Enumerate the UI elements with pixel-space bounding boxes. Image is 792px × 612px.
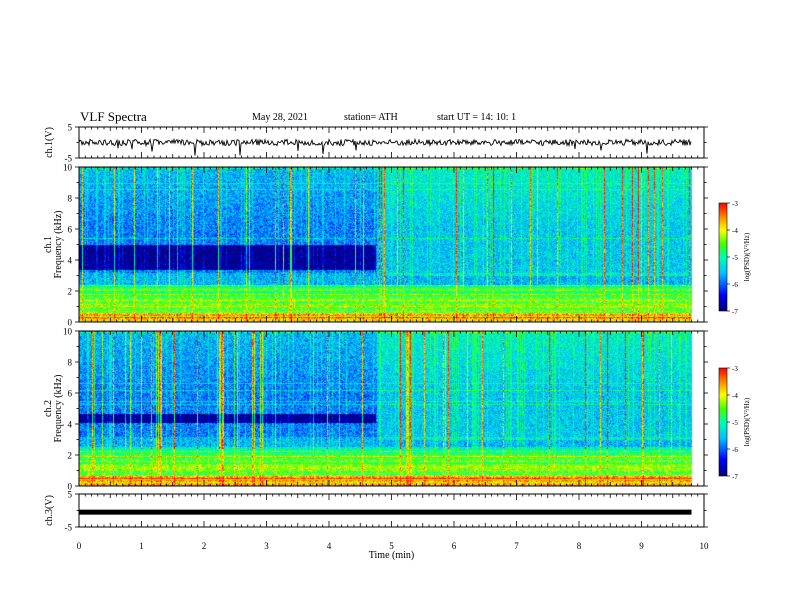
ch2-spectrogram-channel-label: ch.2 (43, 400, 54, 417)
x-tick-label: 3 (264, 541, 269, 551)
ch1-spectrogram-colorbar-tick-label: -5 (732, 254, 738, 262)
ch2-spectrogram-colorbar-tick-label: -7 (732, 473, 738, 481)
ch1-spectrogram-ytick-label: 0 (68, 318, 73, 328)
ch2-spectrogram-ytick-label: 8 (68, 358, 73, 368)
ch1-spectrogram-colorbar-tick-label: -3 (732, 200, 738, 208)
ch1-spectrogram-colorbar-tick-label: -4 (732, 227, 738, 235)
x-tick-label: 7 (514, 541, 519, 551)
ch1-spectrogram-ytick-label: 6 (68, 225, 73, 235)
ch1-waveform-ytick-label: 5 (68, 123, 73, 133)
x-tick-label: 1 (139, 541, 144, 551)
x-tick-label: 6 (452, 541, 457, 551)
ch1-spectrogram-image (79, 167, 704, 322)
x-tick-label: 2 (202, 541, 207, 551)
ch1-spectrogram-colorbar-tick-label: -6 (732, 281, 738, 289)
date-label: May 28, 2021 (252, 112, 308, 123)
ch2-spectrogram-image (79, 331, 704, 486)
ch2-spectrogram-ytick-label: 4 (68, 420, 73, 430)
station-label: station= ATH (344, 112, 398, 123)
figure-title: VLF Spectra (80, 109, 147, 124)
ch2-spectrogram-colorbar-label: log(PSD)(V²/Hz) (743, 397, 751, 446)
ch1-spectrogram-ytick-label: 8 (68, 194, 73, 204)
ch2-spectrogram-colorbar-tick-label: -6 (732, 446, 738, 454)
x-axis-label: Time (min) (369, 550, 414, 561)
ch2-spectrogram-colorbar-tick-label: -3 (732, 365, 738, 373)
ch2-spectrogram-colorbar-tick-label: -5 (732, 419, 738, 427)
ch1-spectrogram-channel-label: ch.1 (43, 236, 54, 253)
ch3-waveform-trace (79, 509, 692, 515)
ch2-spectrogram-ytick-label: 10 (63, 327, 73, 337)
ch1-waveform-ytick-label: -5 (65, 154, 73, 164)
ch3-waveform-ytick-label: -5 (65, 523, 73, 533)
x-tick-label: 5 (389, 541, 394, 551)
ch1-spectrogram-ylabel: Frequency (kHz) (53, 210, 64, 278)
x-tick-label: 0 (77, 541, 82, 551)
ch2-spectrogram-colorbar-tick-label: -4 (732, 392, 738, 400)
x-tick-label: 9 (639, 541, 644, 551)
ch2-spectrogram-ytick-label: 2 (68, 451, 73, 461)
ch3-waveform-ylabel: ch.3(V) (44, 495, 55, 526)
x-tick-label: 10 (700, 541, 710, 551)
ch2-spectrogram-ytick-label: 0 (68, 482, 73, 492)
ch1-waveform-ylabel: ch.1(V) (44, 127, 55, 158)
ch1-spectrogram-colorbar-tick-label: -7 (732, 308, 738, 316)
ch3-waveform-ytick-label: 5 (68, 490, 73, 500)
start-time-label: start UT = 14: 10: 1 (437, 112, 517, 123)
x-tick-label: 4 (327, 541, 332, 551)
ch1-spectrogram-ytick-label: 4 (68, 256, 73, 266)
ch2-spectrogram-ylabel: Frequency (kHz) (53, 374, 64, 442)
ch2-spectrogram-colorbar (718, 367, 728, 477)
x-tick-label: 8 (577, 541, 582, 551)
ch1-spectrogram-ytick-label: 2 (68, 287, 73, 297)
ch2-spectrogram-ytick-label: 6 (68, 389, 73, 399)
ch1-spectrogram-colorbar (718, 202, 728, 312)
ch1-spectrogram-ytick-label: 10 (63, 163, 73, 173)
ch1-spectrogram-colorbar-label: log(PSD)(V²/Hz) (743, 232, 751, 281)
ch1-waveform-trace (78, 137, 692, 156)
